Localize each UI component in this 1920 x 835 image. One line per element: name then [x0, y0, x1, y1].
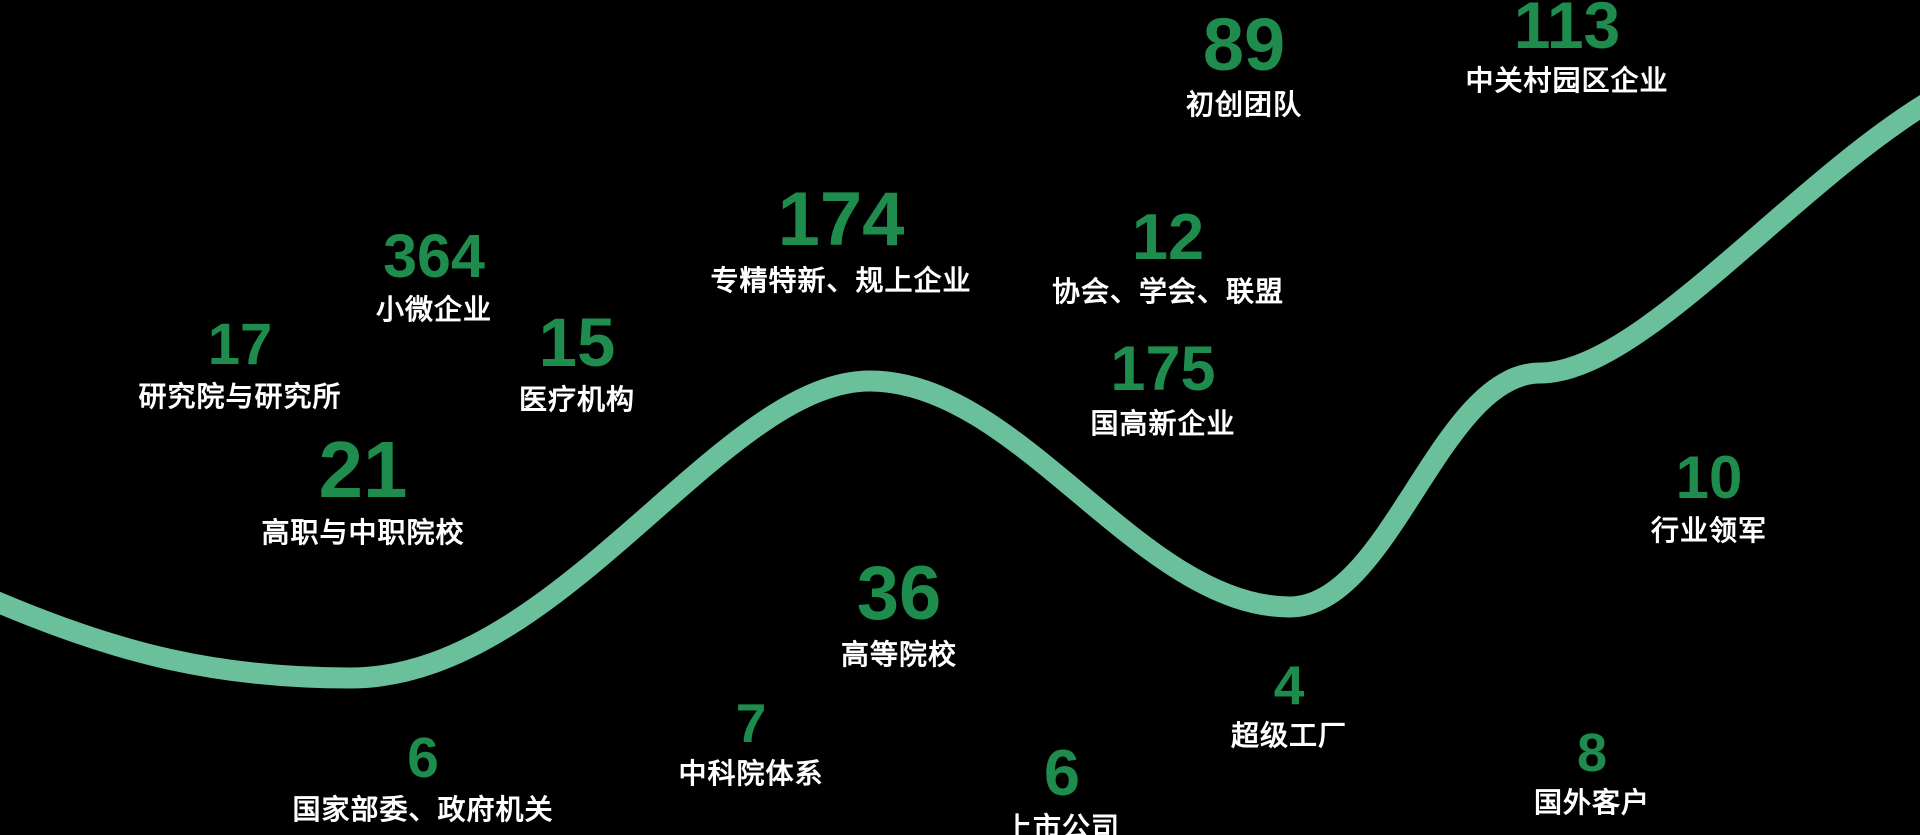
stat-value: 8 [1576, 723, 1608, 783]
stat-value: 6 [407, 726, 439, 790]
stat-value: 364 [383, 222, 485, 290]
stat-label: 初创团队 [1185, 89, 1303, 120]
stat-value: 89 [1202, 3, 1286, 86]
stat-value: 10 [1675, 444, 1743, 511]
stat-value: 36 [856, 551, 942, 636]
stat-value: 17 [207, 312, 273, 377]
stat-value: 6 [1043, 736, 1081, 809]
stat-value: 15 [538, 304, 616, 381]
stat-item: 89 初创团队 [1185, 3, 1303, 120]
stat-item: 4 超级工厂 [1230, 654, 1348, 751]
stat-item: 15 医疗机构 [519, 308, 635, 414]
stat-value: 4 [1273, 654, 1305, 716]
stat-item: 6 上市公司 [1004, 740, 1120, 835]
stat-item: 364 小微企业 [375, 222, 493, 325]
stat-label: 超级工厂 [1230, 720, 1348, 751]
stat-label: 国高新企业 [1090, 408, 1236, 439]
stat-label: 上市公司 [1003, 812, 1121, 835]
stat-value: 7 [735, 692, 767, 754]
stat-label: 国家部委、政府机关 [292, 794, 554, 825]
stat-item: 8 国外客户 [1534, 726, 1650, 817]
stat-label: 研究院与研究所 [138, 381, 342, 412]
stat-label: 行业领军 [1650, 515, 1768, 546]
stat-label: 医疗机构 [518, 384, 636, 415]
stat-item: 21 高职与中职院校 [261, 425, 465, 548]
stat-item: 10 行业领军 [1650, 444, 1768, 546]
stat-value: 21 [318, 425, 408, 514]
stat-label: 高等院校 [840, 639, 958, 670]
stat-value: 174 [777, 177, 905, 262]
stat-label: 中科院体系 [678, 758, 824, 789]
stat-label: 高职与中职院校 [261, 517, 465, 548]
stat-value: 175 [1110, 334, 1216, 404]
stat-item: 17 研究院与研究所 [138, 312, 342, 412]
stat-label: 专精特新、规上企业 [710, 265, 972, 296]
stat-label: 小微企业 [375, 294, 493, 325]
stat-item: 113 中关村园区企业 [1465, 0, 1668, 95]
stat-item: 175 国高新企业 [1090, 334, 1236, 439]
trend-curve-path [0, 95, 1920, 689]
stat-item: 6 国家部委、政府机关 [292, 726, 554, 825]
stat-value: 113 [1513, 0, 1621, 62]
stat-label: 中关村园区企业 [1465, 65, 1669, 96]
stat-item: 36 高等院校 [840, 551, 958, 670]
stat-value: 12 [1131, 200, 1205, 273]
stat-label: 协会、学会、联盟 [1051, 276, 1285, 307]
stat-item: 174 专精特新、规上企业 [710, 177, 972, 296]
stat-item: 7 中科院体系 [678, 692, 824, 789]
stat-label: 国外客户 [1533, 787, 1651, 818]
stat-item: 12 协会、学会、联盟 [1052, 204, 1284, 306]
